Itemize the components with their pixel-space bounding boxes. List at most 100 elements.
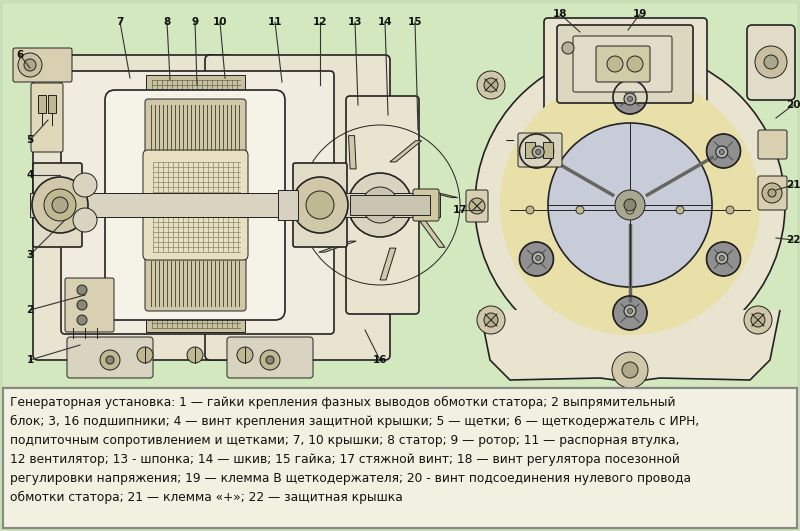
Circle shape xyxy=(237,347,253,363)
Circle shape xyxy=(519,242,554,276)
Text: 4: 4 xyxy=(26,170,34,180)
Circle shape xyxy=(627,97,633,101)
Circle shape xyxy=(751,313,765,327)
Circle shape xyxy=(260,350,280,370)
Circle shape xyxy=(626,206,634,214)
Text: 22: 22 xyxy=(786,235,800,245)
Circle shape xyxy=(137,347,153,363)
Circle shape xyxy=(627,309,633,313)
FancyBboxPatch shape xyxy=(145,99,246,155)
Polygon shape xyxy=(318,241,356,252)
FancyBboxPatch shape xyxy=(33,55,233,360)
Text: 6: 6 xyxy=(16,50,24,60)
Circle shape xyxy=(266,356,274,364)
FancyBboxPatch shape xyxy=(13,48,72,82)
Circle shape xyxy=(306,191,334,219)
FancyBboxPatch shape xyxy=(31,83,63,152)
Circle shape xyxy=(348,173,412,237)
Circle shape xyxy=(24,59,36,71)
Text: 5: 5 xyxy=(26,135,34,145)
Circle shape xyxy=(706,134,741,168)
Text: 9: 9 xyxy=(191,17,198,27)
Text: 7: 7 xyxy=(116,17,124,27)
Circle shape xyxy=(716,146,728,158)
Text: −: − xyxy=(505,135,515,148)
FancyBboxPatch shape xyxy=(758,130,787,159)
Polygon shape xyxy=(480,310,780,382)
Circle shape xyxy=(475,50,785,360)
Circle shape xyxy=(768,189,776,197)
Bar xyxy=(543,142,553,158)
Circle shape xyxy=(500,75,760,335)
Circle shape xyxy=(624,199,636,211)
Text: 20: 20 xyxy=(786,100,800,110)
FancyBboxPatch shape xyxy=(105,90,285,320)
FancyBboxPatch shape xyxy=(758,176,787,210)
Circle shape xyxy=(44,189,76,221)
Text: 10: 10 xyxy=(213,17,227,27)
FancyBboxPatch shape xyxy=(205,55,390,360)
Circle shape xyxy=(548,123,712,287)
Text: 11: 11 xyxy=(268,17,282,27)
FancyBboxPatch shape xyxy=(596,46,650,82)
Circle shape xyxy=(18,53,42,77)
Circle shape xyxy=(624,93,636,105)
Bar xyxy=(350,195,430,215)
Text: 18: 18 xyxy=(553,9,567,19)
Circle shape xyxy=(612,352,648,388)
Circle shape xyxy=(532,146,544,158)
Polygon shape xyxy=(349,135,356,169)
Circle shape xyxy=(100,350,120,370)
Circle shape xyxy=(755,46,787,78)
Circle shape xyxy=(627,56,643,72)
FancyBboxPatch shape xyxy=(544,18,707,116)
FancyBboxPatch shape xyxy=(466,190,488,222)
Circle shape xyxy=(372,197,388,213)
Circle shape xyxy=(73,173,97,197)
FancyBboxPatch shape xyxy=(61,71,334,334)
Circle shape xyxy=(562,42,574,54)
Circle shape xyxy=(77,315,87,325)
FancyBboxPatch shape xyxy=(67,337,153,378)
FancyBboxPatch shape xyxy=(518,133,562,167)
Text: 19: 19 xyxy=(633,9,647,19)
Circle shape xyxy=(77,285,87,295)
FancyBboxPatch shape xyxy=(293,163,347,247)
Bar xyxy=(362,197,374,212)
Circle shape xyxy=(764,55,778,69)
Circle shape xyxy=(536,255,541,261)
Circle shape xyxy=(536,150,541,155)
Circle shape xyxy=(484,78,498,92)
Circle shape xyxy=(719,150,724,155)
Bar xyxy=(278,190,298,220)
Circle shape xyxy=(624,305,636,317)
FancyBboxPatch shape xyxy=(3,388,797,528)
Bar xyxy=(30,193,440,217)
Polygon shape xyxy=(419,190,458,198)
Circle shape xyxy=(716,252,728,264)
Circle shape xyxy=(622,362,638,378)
Circle shape xyxy=(484,313,498,327)
Polygon shape xyxy=(390,141,422,162)
Circle shape xyxy=(32,177,88,233)
Bar xyxy=(3,3,797,386)
Circle shape xyxy=(73,208,97,232)
Circle shape xyxy=(744,306,772,334)
Circle shape xyxy=(726,206,734,214)
Circle shape xyxy=(292,177,348,233)
Polygon shape xyxy=(380,248,396,280)
Bar xyxy=(525,142,535,158)
Polygon shape xyxy=(304,186,338,205)
Circle shape xyxy=(52,197,68,213)
Text: 8: 8 xyxy=(163,17,170,27)
FancyBboxPatch shape xyxy=(573,36,672,92)
FancyBboxPatch shape xyxy=(346,96,419,314)
Circle shape xyxy=(362,187,398,223)
Circle shape xyxy=(576,206,584,214)
Circle shape xyxy=(613,80,647,114)
Bar xyxy=(48,95,56,113)
Text: 1: 1 xyxy=(26,355,34,365)
Circle shape xyxy=(676,206,684,214)
Text: 13: 13 xyxy=(348,17,362,27)
Circle shape xyxy=(719,255,724,261)
